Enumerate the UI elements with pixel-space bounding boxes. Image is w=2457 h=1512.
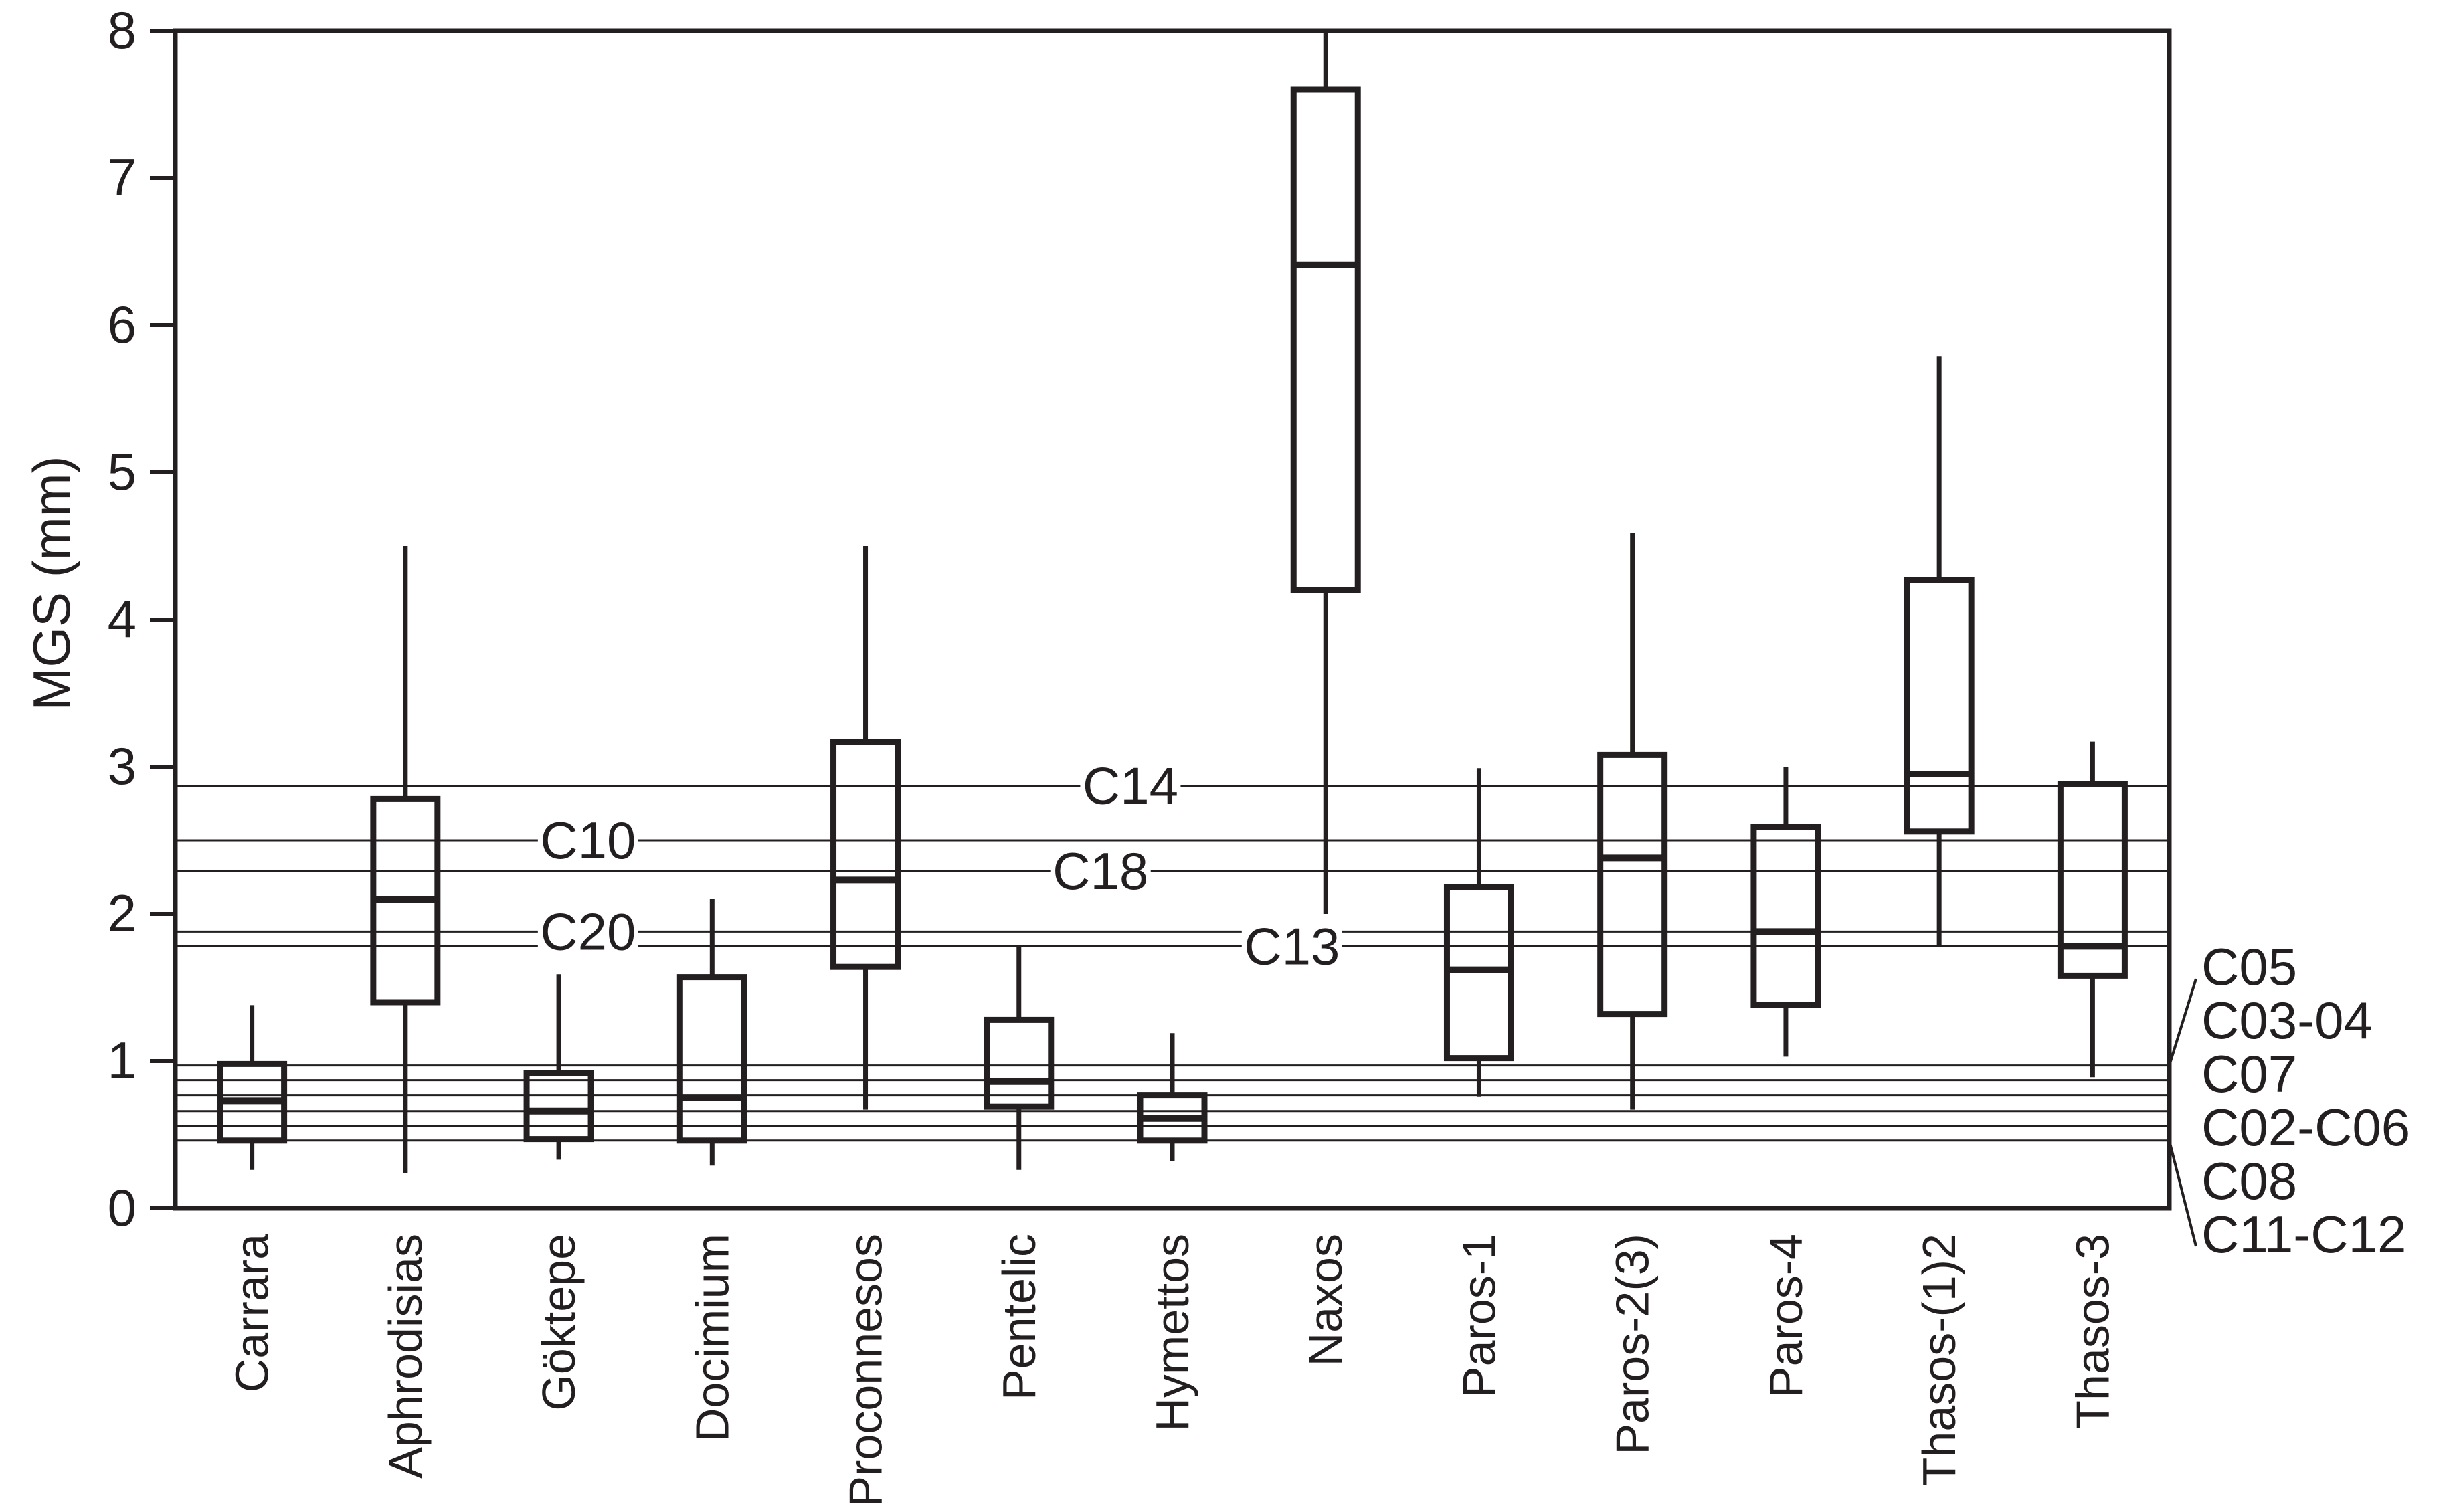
box-paros-1 (1443, 768, 1514, 1097)
y-tick-label: 8 (108, 1, 136, 60)
iqr-box-pentelic (984, 1016, 1055, 1110)
x-label-thasos-3: Thasos-3 (2066, 1234, 2118, 1429)
box-hymettos (1137, 1033, 1208, 1161)
x-label-paros-2-3: Paros-2(3) (1607, 1234, 1659, 1455)
y-tick-label: 3 (108, 737, 136, 795)
labels-layer: 0 1 2 3 4 5 6 7 8 C14 C10 C18 C20 C13 C05C03-04C07C02-… (108, 1, 2411, 1507)
iqr-box-naxos (1290, 86, 1361, 593)
ref-line-label-c02-c06: C02-C06 (2201, 1098, 2410, 1157)
iqr-box-paros-2-3 (1597, 751, 1668, 1018)
ref-line-label-c14: C14 (1083, 757, 1178, 816)
ref-line-label-c08: C08 (2201, 1151, 2297, 1210)
x-label-hymettos: Hymettos (1146, 1234, 1198, 1432)
x-label-docimium: Docimium (686, 1234, 738, 1442)
box-docimium (676, 899, 747, 1166)
ref-line-label-c11-c12: C11-C12 (2201, 1205, 2406, 1264)
ref-line-label-c03-04: C03-04 (2201, 991, 2373, 1050)
x-label-paros-4: Paros-4 (1760, 1234, 1812, 1398)
iqr-box-g-ktepe (523, 1070, 594, 1143)
ref-line-label-c07: C07 (2201, 1044, 2297, 1103)
x-label-aphrodisias: Aphrodisias (379, 1234, 432, 1479)
axes-frame-layer (150, 28, 2172, 1211)
ref-line-label-c18: C18 (1053, 842, 1148, 901)
box-thasos-1-2 (1904, 356, 1975, 947)
x-label-carrara: Carrara (226, 1234, 278, 1392)
x-label-g-ktepe: Göktepe (533, 1234, 585, 1411)
leader-c11-c12 (2168, 1140, 2197, 1247)
boxes-layer (217, 31, 2128, 1173)
iqr-box-thasos-1-2 (1904, 577, 1975, 835)
box-paros-4 (1750, 767, 1821, 1057)
leader-c05 (2168, 978, 2197, 1066)
ref-label-mask-c18 (1050, 844, 1151, 899)
x-label-thasos-1-2: Thasos-(1)2 (1913, 1234, 1965, 1486)
box-thasos-3 (2057, 741, 2128, 1078)
y-tick-label: 4 (108, 589, 136, 648)
y-tick-label: 1 (108, 1031, 136, 1090)
iqr-box-thasos-3 (2057, 781, 2128, 979)
box-aphrodisias (370, 546, 441, 1173)
box-pentelic (984, 946, 1055, 1170)
box-carrara (217, 1005, 288, 1170)
ref-label-mask-c20 (537, 904, 638, 959)
x-label-pentelic: Pentelic (993, 1234, 1045, 1400)
ref-line-label-c10: C10 (540, 811, 636, 870)
iqr-box-proconnesos (830, 739, 901, 970)
box-naxos (1290, 31, 1361, 914)
y-axis-title: MGS (mm) (22, 456, 81, 711)
ref-line-label-c13: C13 (1244, 917, 1340, 975)
ref-label-mask-c10 (537, 813, 638, 868)
y-tick-label: 6 (108, 295, 136, 354)
ref-label-mask-c13 (1241, 919, 1342, 974)
iqr-box-paros-4 (1750, 824, 1821, 1008)
plot-border (173, 28, 2172, 1211)
y-tick-label: 0 (108, 1178, 136, 1237)
box-paros-2-3 (1597, 533, 1668, 1110)
box-proconnesos (830, 546, 901, 1110)
ref-line-label-c05: C05 (2201, 937, 2297, 996)
x-label-proconnesos: Proconnesos (840, 1234, 892, 1507)
ref-line-label-c20: C20 (540, 902, 636, 961)
y-tick-label: 7 (108, 148, 136, 207)
ref-label-mask-c14 (1080, 758, 1181, 814)
box-g-ktepe (523, 974, 594, 1160)
x-label-paros-1: Paros-1 (1453, 1234, 1505, 1398)
x-label-naxos: Naxos (1299, 1234, 1352, 1366)
y-tick-label: 2 (108, 884, 136, 943)
iqr-box-docimium (676, 974, 747, 1144)
y-tick-label: 5 (108, 442, 136, 501)
